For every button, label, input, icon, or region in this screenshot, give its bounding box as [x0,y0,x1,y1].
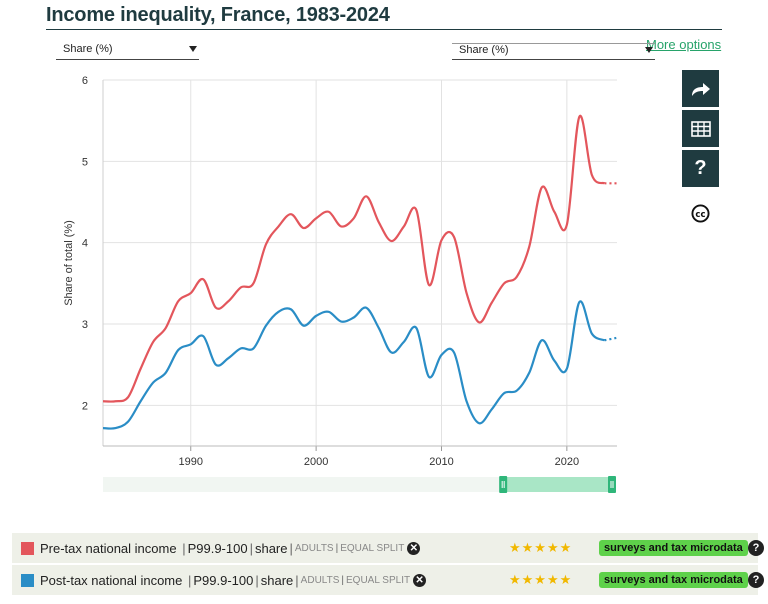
split-label: EQUAL SPLIT [340,542,405,554]
series-line-0 [102,114,606,403]
license-label: cc [695,210,705,220]
x-tick-label: 2020 [555,456,579,468]
series-name: Post-tax national income [40,572,183,588]
remove-series-button[interactable]: ✕ [407,541,421,555]
series-projection-1 [604,336,618,342]
y-axis-title: Share of total (%) [63,220,75,306]
quality-rating-stars: ★★★★★ [509,572,573,587]
page-title: Income inequality, France, 1983-2024 [46,4,390,26]
percentile-label: P99.9-100 [193,572,254,588]
unit-label: share [260,572,294,588]
title-divider [46,29,722,30]
help-button[interactable]: ? [682,150,719,187]
series-name: Pre-tax national income [40,540,177,556]
population-label: ADULTS [300,574,340,586]
chart-area: 2 3 4 5 6 1990 2000 2010 2020 Share of total (%) [63,75,618,493]
y-tick-label: 3 [82,319,88,331]
source-badge: surveys and tax microdata [599,572,748,588]
y-tick-label: 2 [82,400,88,412]
series-line-1 [102,300,605,430]
population-label: ADULTS [294,542,334,554]
source-badge: surveys and tax microdata [599,540,748,556]
navigator-track [103,477,613,492]
y-tick-label: 6 [82,75,88,87]
chevron-down-icon [189,46,197,52]
series-swatch[interactable] [21,573,34,587]
table-view-button[interactable] [682,110,719,147]
percentile-label: P99.9-100 [187,540,248,556]
legend-row-pretax: Pre-tax national income | P99.9-100 | shar… [12,533,764,563]
quality-rating-stars: ★★★★★ [509,540,573,555]
navigator-selected-range [503,477,612,492]
remove-series-button[interactable]: ✕ [413,573,427,587]
x-tick-label: 1990 [179,456,203,468]
creative-commons-icon[interactable]: cc [691,204,710,223]
more-options-link[interactable]: More options [646,37,722,52]
left-axis-selector-label: Share (%) [63,43,113,55]
x-tick-label: 2000 [304,456,328,468]
right-axis-selector-label: Share (%) [459,44,509,56]
help-icon[interactable]: ? [748,572,764,588]
unit-label: share [254,540,288,556]
left-axis-selector[interactable]: Share (%) [56,43,199,60]
x-tick-label: 2010 [429,456,453,468]
table-icon [690,120,711,137]
navigator-handle-1[interactable] [608,476,616,493]
series-swatch[interactable] [21,541,34,555]
share-button[interactable] [682,70,719,107]
split-label: EQUAL SPLIT [346,574,411,586]
share-icon [691,82,710,96]
right-axis-selector[interactable]: Share (%) [452,43,655,60]
y-tick-label: 4 [82,238,88,250]
y-tick-label: 5 [82,156,88,168]
help-icon[interactable]: ? [748,540,764,556]
legend-row-posttax: Post-tax national income | P99.9-100 | sha… [12,565,764,595]
chevron-down-icon [645,47,653,53]
help-icon: ? [694,157,707,179]
navigator-handle-0[interactable] [499,476,508,493]
